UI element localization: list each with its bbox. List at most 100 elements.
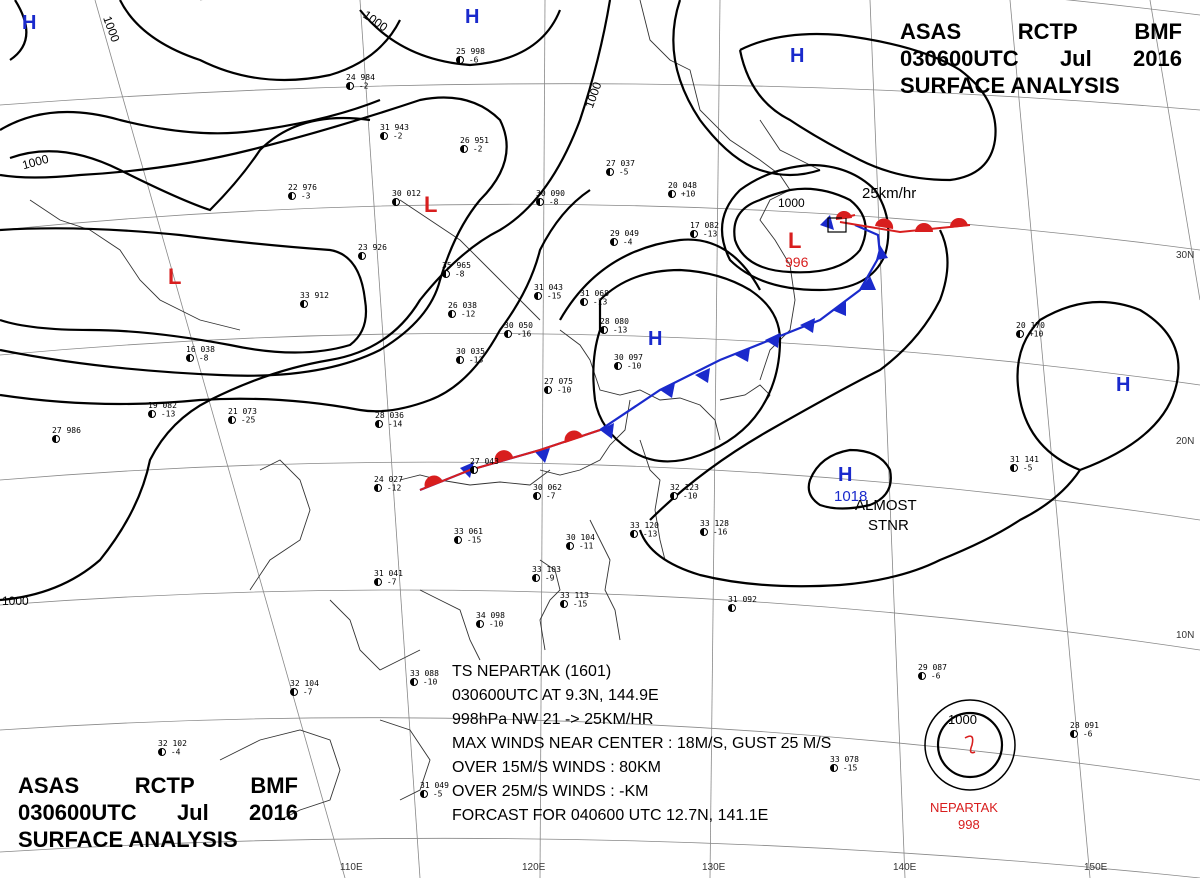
station-plot: 30 090 -8: [536, 190, 565, 207]
station-tendency: -15: [568, 599, 588, 609]
station-temp: 17: [690, 221, 705, 230]
station-temp: 30: [456, 347, 471, 356]
station-plot: 27 043: [470, 458, 499, 475]
header-top-office: BMF: [1134, 19, 1182, 44]
station-temp: 21: [228, 407, 243, 416]
typhoon-name: NEPARTAK: [930, 800, 998, 815]
station-pressure: 102: [172, 739, 187, 748]
station-tendency: +10: [676, 189, 696, 199]
low-motion-label: 25km/hr: [862, 185, 917, 202]
typhoon-icon: [964, 735, 976, 754]
station-pressure: 091: [1084, 721, 1099, 730]
station-tendency: -8: [450, 269, 465, 279]
typhoon-info-name: TS NEPARTAK (1601): [452, 663, 612, 680]
station-tendency: -15: [542, 291, 562, 301]
station-plot: 24 027 -12: [374, 476, 403, 493]
station-tendency: [60, 435, 65, 444]
station-tendency: -2: [468, 144, 483, 154]
station-pressure: 037: [620, 159, 635, 168]
station-cloud-icon: [476, 620, 484, 628]
station-plot: 28 080 -13: [600, 318, 629, 335]
station-pressure: 041: [388, 569, 403, 578]
station-temp: 29: [918, 663, 933, 672]
station-tendency: -15: [838, 763, 858, 773]
station-pressure: 943: [394, 123, 409, 132]
station-temp: 27: [470, 457, 485, 466]
station-cloud-icon: [544, 386, 552, 394]
station-temp: 31: [380, 123, 395, 132]
station-temp: 30: [566, 533, 581, 542]
header-bottom-time: 030600UTC: [18, 800, 137, 825]
station-pressure: 090: [550, 189, 565, 198]
station-plot: 17 082 -13: [690, 222, 719, 239]
station-temp: 22: [288, 183, 303, 192]
station-temp: 19: [148, 401, 163, 410]
station-pressure: 170: [1030, 321, 1045, 330]
station-tendency: -6: [926, 671, 941, 681]
station-plot: 26 038 -12: [448, 302, 477, 319]
station-tendency: -5: [428, 789, 443, 799]
station-pressure: 048: [682, 181, 697, 190]
low-marker: L: [168, 264, 182, 289]
header-top-title: SURFACE ANALYSIS: [900, 73, 1120, 98]
station-tendency: -7: [382, 577, 397, 587]
station-temp: 35: [442, 261, 457, 270]
station-plot: 27 075 -10: [544, 378, 573, 395]
lat-label: 30N: [1176, 250, 1195, 261]
station-plot: 33 088 -10: [410, 670, 439, 687]
station-cloud-icon: [300, 300, 308, 308]
low-center-box: [827, 217, 847, 233]
station-temp: 26: [460, 136, 475, 145]
station-plot: 24 984 -2: [346, 74, 375, 91]
station-plot: 33 912: [300, 292, 329, 309]
header-bottom: ASAS RCTP BMF 030600UTC Jul 2016 SURFACE ANA…: [18, 772, 298, 853]
station-temp: 28: [1070, 721, 1085, 730]
station-temp: 33: [410, 669, 425, 678]
station-tendency: [366, 252, 371, 261]
station-pressure: 984: [360, 73, 375, 82]
station-tendency: -2: [388, 131, 403, 141]
station-cloud-icon: [460, 145, 468, 153]
station-plot: 16 038 -8: [186, 346, 215, 363]
station-pressure: 120: [644, 521, 659, 530]
station-tendency: -13: [464, 355, 484, 365]
station-pressure: 078: [844, 755, 859, 764]
station-pressure: 038: [200, 345, 215, 354]
station-temp: 23: [358, 243, 373, 252]
low-pressure-value: 996: [785, 254, 809, 270]
station-tendency: -13: [638, 529, 658, 539]
station-pressure: 912: [314, 291, 329, 300]
station-tendency: -11: [574, 541, 594, 551]
station-temp: 30: [533, 483, 548, 492]
station-cloud-icon: [456, 56, 464, 64]
station-plot: 19 082 -13: [148, 402, 177, 419]
station-pressure: 092: [742, 595, 757, 604]
station-tendency: -9: [540, 573, 555, 583]
station-tendency: -25: [236, 415, 256, 425]
station-plot: 30 062 -7: [533, 484, 562, 501]
station-temp: 16: [186, 345, 201, 354]
header-top-month: Jul: [1059, 46, 1092, 71]
station-plot: 32 102 -4: [158, 740, 187, 757]
station-plot: 33 103 -9: [532, 566, 561, 583]
station-plot: 30 097 -10: [614, 354, 643, 371]
station-plot: 28 091 -6: [1070, 722, 1099, 739]
header-top: ASAS RCTP BMF 030600UTC Jul 2016 SURFACE ANA…: [900, 18, 1182, 99]
station-temp: 33: [700, 519, 715, 528]
station-plot: 33 061 -15: [454, 528, 483, 545]
warm-front: [419, 210, 971, 491]
station-cloud-icon: [358, 252, 366, 260]
station-cloud-icon: [532, 574, 540, 582]
station-pressure: 097: [628, 353, 643, 362]
station-cloud-icon: [420, 790, 428, 798]
header-bottom-center: RCTP: [134, 773, 195, 798]
low-motion-arrow: [841, 214, 856, 219]
station-plot: 29 087 -6: [918, 664, 947, 681]
station-tendency: -8: [194, 353, 209, 363]
station-cloud-icon: [533, 492, 541, 500]
station-cloud-icon: [442, 270, 450, 278]
station-pressure: 998: [470, 47, 485, 56]
station-plot: 33 120 -13: [630, 522, 659, 539]
station-pressure: 027: [388, 475, 403, 484]
station-tendency: [478, 466, 483, 475]
